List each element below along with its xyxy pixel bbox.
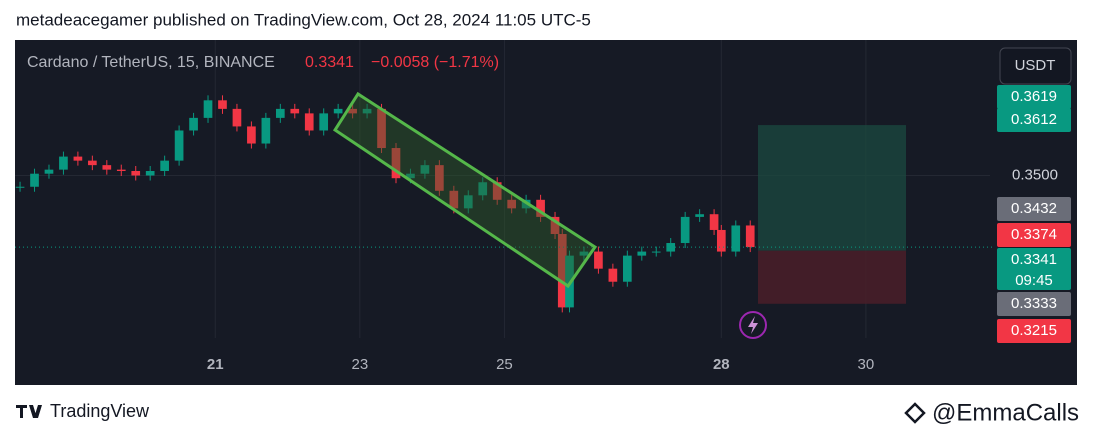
candle	[406, 173, 415, 179]
price-tag	[997, 197, 1071, 221]
candle	[290, 108, 300, 114]
candle	[579, 251, 589, 256]
candle	[622, 255, 632, 282]
profit-zone	[758, 125, 906, 251]
candle	[304, 113, 314, 131]
candle	[716, 229, 726, 252]
candle	[44, 169, 54, 174]
candle	[492, 182, 502, 200]
candle	[478, 182, 488, 196]
candle	[463, 195, 473, 209]
last-price: 0.3341	[305, 54, 354, 71]
candle	[420, 165, 430, 174]
x-tick-label: 30	[858, 356, 875, 373]
candle	[73, 156, 83, 161]
candle	[695, 214, 704, 217]
candle	[666, 243, 676, 252]
candle	[174, 130, 184, 161]
candle	[709, 214, 719, 230]
countdown: 09:45	[1015, 272, 1053, 289]
price-tag-label: 0.3215	[1011, 322, 1057, 339]
candle	[333, 108, 343, 114]
candle	[275, 108, 285, 118]
x-tick-label: 28	[713, 356, 730, 373]
candle	[218, 100, 227, 109]
price-tag-label: 0.3619	[1011, 88, 1057, 105]
loss-zone	[758, 250, 906, 304]
candle	[160, 160, 169, 171]
price-tag	[997, 292, 1071, 316]
published-line: metadeacegamer published on TradingView.…	[16, 10, 591, 29]
change: −0.0058 (−1.71%)	[371, 54, 499, 71]
event-icon	[739, 311, 767, 339]
candle	[102, 165, 112, 170]
candle	[88, 160, 97, 166]
descending-channel	[332, 91, 598, 289]
candle	[247, 126, 256, 144]
candle	[594, 251, 603, 269]
candle	[557, 234, 567, 308]
price-tag	[997, 223, 1071, 247]
currency-button[interactable]	[999, 47, 1072, 85]
price-tag-label: 0.3612	[1011, 111, 1057, 128]
candle	[391, 148, 401, 179]
price-tag	[997, 319, 1071, 343]
x-tick-label: 23	[351, 356, 368, 373]
candle	[30, 173, 39, 187]
author: @EmmaCalls	[932, 399, 1079, 426]
candle	[362, 108, 372, 114]
candle	[731, 225, 741, 252]
price-tag-label: 0.3432	[1011, 200, 1057, 217]
price-tag-label: 0.3374	[1011, 226, 1057, 243]
candle	[745, 225, 755, 248]
candle	[348, 108, 357, 114]
symbol: Cardano / TetherUS, 15, BINANCE	[27, 54, 275, 71]
candle	[15, 186, 25, 188]
candle	[59, 156, 68, 170]
candle	[232, 108, 242, 127]
price-tag-label: 0.3341	[1011, 251, 1057, 268]
candle	[116, 169, 126, 171]
candle	[203, 100, 213, 118]
author-icon	[904, 402, 926, 424]
chart-panel	[15, 40, 1077, 385]
tv-logo	[16, 405, 42, 418]
candle	[189, 117, 198, 131]
price-tag-label: 0.3333	[1011, 295, 1057, 312]
candle	[536, 199, 545, 217]
candle	[680, 216, 690, 244]
candle	[131, 170, 141, 176]
candle	[637, 251, 647, 256]
price-tag	[997, 248, 1071, 290]
candle	[435, 165, 444, 191]
candle	[377, 108, 386, 149]
brand: TradingView	[50, 401, 150, 421]
candle	[608, 268, 618, 282]
candle	[261, 117, 271, 144]
candle	[507, 199, 516, 209]
candle	[550, 216, 560, 235]
candle	[319, 113, 329, 131]
x-tick-label: 25	[496, 356, 513, 373]
lightning	[748, 316, 758, 334]
price-tag	[997, 108, 1071, 132]
plot	[15, 40, 995, 338]
x-tick-label: 21	[207, 356, 224, 373]
currency[interactable]: USDT	[1015, 57, 1056, 74]
candle	[145, 170, 155, 176]
candle	[651, 251, 661, 253]
candle	[449, 190, 459, 209]
price-tag	[997, 85, 1071, 109]
y-tick-label: 0.3500	[1012, 166, 1058, 183]
